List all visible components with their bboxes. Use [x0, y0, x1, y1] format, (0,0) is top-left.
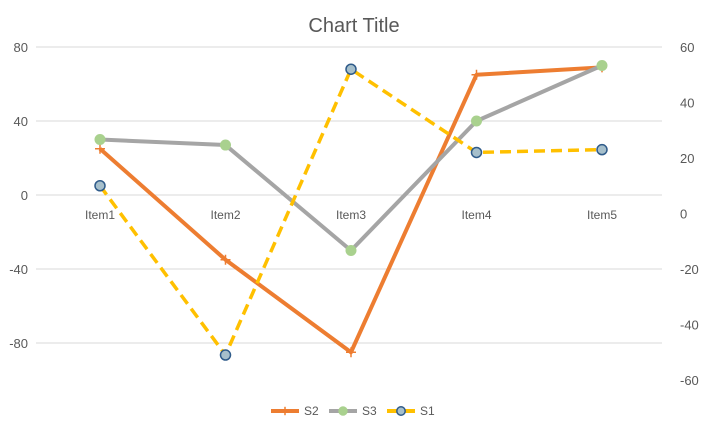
data-point-marker [471, 69, 482, 80]
data-point-marker [471, 115, 482, 127]
gridlines [36, 46, 662, 344]
category-label: Item5 [587, 208, 617, 222]
legend-label: S3 [362, 404, 377, 418]
left-tick-label: -40 [9, 262, 28, 277]
data-point-marker [470, 146, 483, 159]
data-point-marker [94, 180, 106, 192]
category-label: Item1 [85, 208, 115, 222]
legend-label: S2 [304, 404, 319, 418]
chart-title: Chart Title [308, 15, 399, 37]
right-tick-label: -20 [680, 262, 699, 277]
left-axis-ticks: 80 40 0 -40 -80 [9, 40, 28, 351]
series-s1 [94, 63, 608, 361]
category-label: Item4 [461, 208, 491, 222]
series-line [98, 67, 603, 357]
category-label: Item2 [210, 208, 240, 222]
series-s2 [95, 62, 607, 358]
right-tick-label: 0 [680, 207, 687, 222]
data-point-marker [345, 245, 357, 256]
left-tick-label: 40 [14, 114, 28, 129]
left-tick-label: 80 [14, 40, 28, 55]
series-s3 [94, 60, 608, 256]
data-point-marker [95, 143, 105, 154]
data-point-marker [220, 139, 231, 151]
left-tick-label: 0 [21, 188, 28, 203]
legend-label: S1 [420, 404, 435, 418]
category-labels: Item1 Item2 Item3 Item4 Item5 [85, 208, 617, 222]
data-point-marker [596, 60, 608, 71]
legend-item-s3: S3 [329, 404, 377, 418]
data-point-marker [346, 347, 356, 358]
right-tick-label: -60 [680, 373, 699, 388]
data-point-marker [219, 349, 232, 361]
data-point-marker [94, 134, 106, 145]
category-label: Item3 [336, 208, 366, 222]
right-tick-label: 20 [680, 151, 694, 166]
right-tick-label: -40 [680, 318, 699, 333]
series-line [99, 63, 603, 253]
series-layer [94, 60, 608, 361]
data-point-marker [596, 143, 608, 156]
legend-item-s2: S2 [271, 404, 319, 418]
data-point-marker [280, 406, 290, 416]
right-tick-label: 60 [680, 40, 694, 55]
data-point-marker [220, 254, 231, 265]
legend: S2 S3 S1 [271, 404, 435, 418]
left-tick-label: -80 [9, 336, 28, 351]
data-point-marker [396, 406, 406, 416]
data-point-marker [345, 63, 357, 75]
legend-item-s1: S1 [387, 404, 435, 418]
right-tick-label: 40 [680, 96, 694, 111]
data-point-marker [338, 406, 348, 416]
right-axis-ticks: 60 40 20 0 -20 -40 -60 [680, 40, 699, 388]
